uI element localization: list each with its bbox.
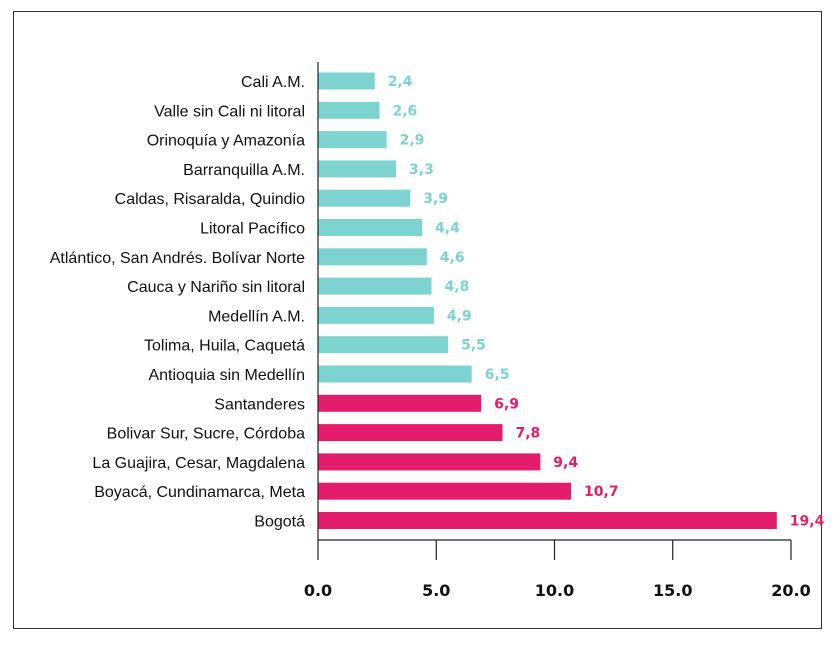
value-label-la-guajira-cesar-magdalena: 9,4 [553, 455, 578, 471]
value-label-valle-sin-cali-ni-litoral: 2,6 [392, 103, 417, 119]
bar-santanderes [318, 394, 482, 412]
bar-barranquilla-a-m [318, 160, 397, 178]
bar-cauca-y-narino-sin-litoral [318, 277, 432, 295]
category-labels-layer: Cali A.M. Valle sin Cali ni litoral Orinoq… [50, 74, 305, 531]
value-label-tolima-huila-caqueta: 5,5 [461, 338, 486, 354]
x-tick-label: 10.0 [535, 581, 574, 600]
category-label-boyaca-cundinamarca-meta: Boyacá, Cundinamarca, Meta [94, 484, 305, 501]
bar-medellin-a-m [318, 306, 434, 324]
category-label-litoral-pacifico: Litoral Pacífico [200, 221, 305, 238]
bar-valle-sin-cali-ni-litoral [318, 101, 380, 119]
bar-bolivar-sur-sucre-cordoba [318, 424, 503, 442]
value-label-litoral-pacifico: 4,4 [435, 221, 460, 237]
value-label-cauca-y-narino-sin-litoral: 4,8 [445, 279, 470, 295]
chart-frame [13, 11, 822, 629]
category-label-bogota: Bogotá [254, 514, 305, 531]
bar-tolima-huila-caqueta [318, 336, 449, 354]
category-label-valle-sin-cali-ni-litoral: Valle sin Cali ni litoral [154, 103, 305, 120]
category-label-orinoquia-y-amazonia: Orinoquía y Amazonía [147, 133, 305, 150]
category-label-santanderes: Santanderes [214, 396, 305, 413]
category-label-barranquilla-a-m: Barranquilla A.M. [183, 162, 305, 179]
value-label-atlantico-san-andres-bolivar-norte: 4,6 [440, 250, 465, 266]
value-label-antioquia-sin-medellin: 6,5 [485, 367, 510, 383]
x-tick-label: 0.0 [304, 581, 332, 600]
category-label-cali-a-m: Cali A.M. [241, 74, 305, 91]
bar-boyaca-cundinamarca-meta [318, 482, 572, 500]
x-axis: 0.0 5.0 10.0 15.0 20.0 [304, 62, 811, 600]
x-tick-label: 20.0 [771, 581, 810, 600]
value-label-santanderes: 6,9 [494, 396, 519, 412]
bar-bogota [318, 512, 777, 529]
bar-atlantico-san-andres-bolivar-norte [318, 248, 427, 266]
bar-antioquia-sin-medellin [318, 365, 472, 383]
category-label-caldas-risaralda-quindio: Caldas, Risaralda, Quindio [115, 191, 305, 208]
value-label-cali-a-m: 2,4 [388, 74, 413, 90]
value-labels-layer: 2,4 2,6 2,9 3,3 3,9 4,4 4,6 4,8 4,9 5,5 6,5 6,9 7,8 9… [388, 74, 825, 530]
value-label-bogota: 19,4 [790, 514, 825, 530]
value-label-orinoquia-y-amazonia: 2,9 [400, 133, 425, 149]
bar-litoral-pacifico [318, 219, 423, 236]
bar-caldas-risaralda-quindio [318, 189, 411, 207]
category-label-cauca-y-narino-sin-litoral: Cauca y Nariño sin litoral [127, 279, 305, 296]
bar-cali-a-m [318, 72, 375, 90]
bar-orinoquia-y-amazonia [318, 131, 387, 149]
value-label-bolivar-sur-sucre-cordoba: 7,8 [515, 426, 540, 442]
x-tick-label: 15.0 [653, 581, 692, 600]
category-label-antioquia-sin-medellin: Antioquia sin Medellín [148, 367, 305, 384]
category-label-tolima-huila-caqueta: Tolima, Huila, Caquetá [144, 338, 305, 355]
category-label-medellin-a-m: Medellín A.M. [208, 308, 305, 325]
category-label-atlantico-san-andres-bolivar-norte: Atlántico, San Andrés. Bolívar Norte [50, 250, 305, 267]
bars-layer [318, 72, 777, 529]
category-label-la-guajira-cesar-magdalena: La Guajira, Cesar, Magdalena [92, 455, 305, 472]
x-tick-label: 5.0 [422, 581, 450, 600]
value-label-medellin-a-m: 4,9 [447, 308, 472, 324]
value-label-caldas-risaralda-quindio: 3,9 [423, 191, 448, 207]
category-label-bolivar-sur-sucre-cordoba: Bolivar Sur, Sucre, Córdoba [107, 426, 305, 443]
bar-la-guajira-cesar-magdalena [318, 453, 541, 471]
value-label-boyaca-cundinamarca-meta: 10,7 [584, 484, 619, 500]
value-label-barranquilla-a-m: 3,3 [409, 162, 434, 178]
